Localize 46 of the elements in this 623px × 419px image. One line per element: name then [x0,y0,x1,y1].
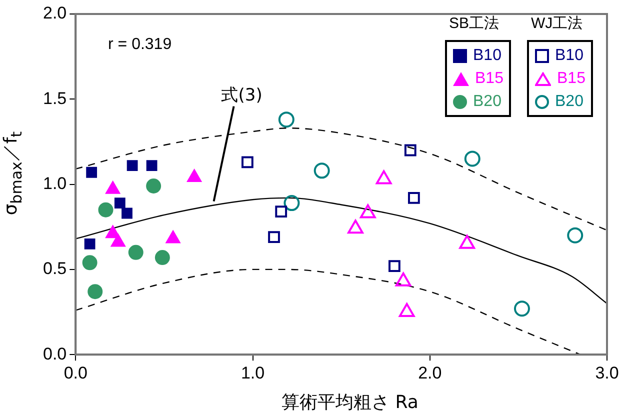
point [154,250,170,266]
y-tick-label: 0.5 [42,259,67,278]
point [464,150,480,167]
point [86,166,98,178]
point [82,255,98,270]
point [278,112,294,128]
point [241,156,254,168]
point [408,192,420,204]
legend-label: B20 [555,93,584,110]
point [275,206,288,218]
legend-label: B10 [555,47,584,64]
point [314,162,330,179]
x-tick-label: 2.0 [418,363,442,382]
point [84,238,96,250]
point [126,160,138,172]
point [388,260,400,272]
legend-label: B20 [473,93,502,110]
point [398,303,415,318]
y-tick-label: 1.5 [42,88,67,108]
legend-label: B15 [475,70,504,87]
point [128,244,144,260]
annotation: WJ工法 [531,14,583,33]
point [88,284,103,300]
y-tick-label: 0.0 [42,344,67,364]
point [98,202,114,218]
point [268,231,280,244]
annotation: r = 0.319 [108,36,172,54]
annotation: 式(3) [221,85,262,106]
x-tick-label: 0.0 [64,363,88,382]
point [514,300,530,317]
line-series [76,268,582,355]
point [284,195,300,212]
point [146,160,158,172]
point [404,144,416,156]
legend-label: B15 [557,70,586,87]
point [146,178,162,194]
point [567,227,584,244]
x-tick-label: 3.0 [595,363,619,382]
point [122,208,132,219]
x-tick-label: 1.0 [240,363,265,382]
y-tick-label: 2.0 [42,4,67,23]
y-tick-label: 1.0 [42,174,67,193]
annotation: SB工法 [449,14,500,33]
point [114,198,126,208]
x-axis-title: 算術平均粗さ Ra [280,391,420,414]
legend-label: B10 [473,47,502,64]
